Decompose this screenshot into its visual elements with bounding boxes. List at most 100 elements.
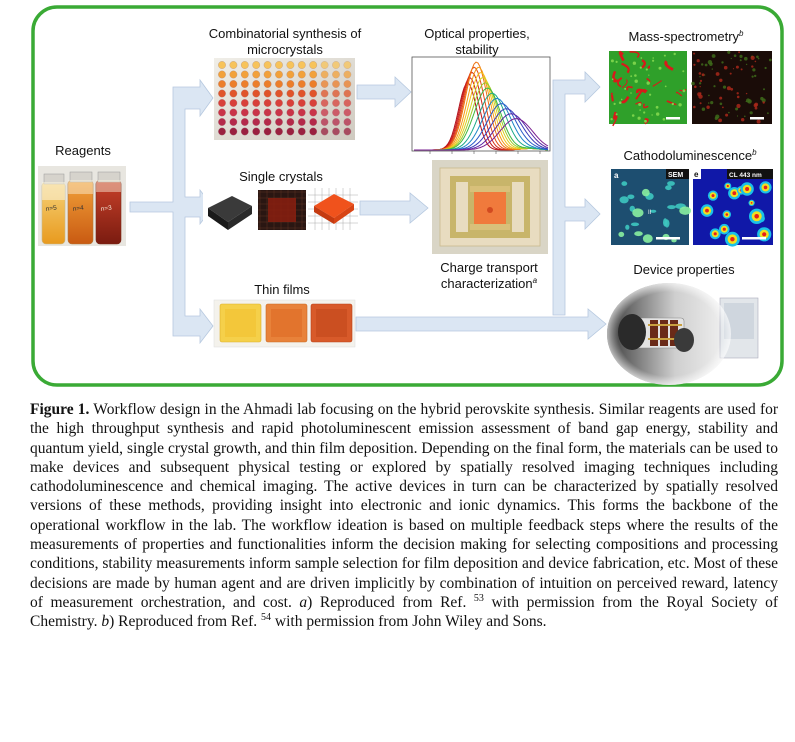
caption-ref-54[interactable]: 54 [261, 612, 272, 624]
plate-well [343, 118, 352, 126]
cl-tag-e: e [694, 170, 699, 179]
plate-well [229, 127, 238, 136]
plate-well [240, 70, 249, 79]
plate-well [297, 99, 306, 107]
plate-well [218, 108, 226, 117]
plate-well [229, 108, 238, 117]
plate-well [252, 70, 261, 79]
plate-well [320, 127, 329, 136]
figure-caption: Figure 1. Workflow design in the Ahmadi … [30, 400, 778, 632]
plate-well [332, 127, 340, 136]
plate-well [297, 108, 306, 117]
plate-well [343, 89, 352, 98]
plate-well [343, 70, 352, 79]
plate-well [252, 118, 261, 126]
plate-well [229, 61, 238, 69]
caption-ref-a-letter: a [299, 593, 308, 611]
well-plate-photo [214, 58, 355, 140]
plate-well [252, 127, 261, 136]
plate-well [286, 118, 295, 126]
plate-well [218, 89, 226, 98]
plate-well [332, 118, 340, 126]
label-thin-films: Thin films [254, 282, 310, 297]
plate-well [229, 80, 238, 88]
plate-well [275, 118, 283, 126]
plate-well [229, 89, 238, 98]
plate-well [297, 127, 306, 136]
plate-well [275, 80, 283, 88]
plate-well [332, 108, 340, 117]
arrow-spectrum-to-right [552, 71, 601, 316]
plate-well [263, 99, 272, 107]
plate-well [286, 61, 295, 69]
plate-well [343, 127, 352, 136]
plate-well [309, 89, 318, 98]
plate-well [343, 108, 352, 117]
label-reagents: Reagents [55, 143, 111, 158]
plate-well [320, 61, 329, 69]
plate-well [263, 61, 272, 69]
label-combinatorial: Combinatorial synthesis of microcrystals [209, 26, 362, 57]
cl-tag-443: CL 443 nm [729, 172, 762, 179]
plate-well [332, 89, 340, 98]
workflow-figure: n=5 n=4 n=3 [31, 5, 784, 387]
plate-well [297, 70, 306, 79]
vial-label-2: n=4 [72, 204, 84, 213]
plate-well [218, 99, 226, 107]
plate-well [218, 80, 226, 88]
plate-well [320, 118, 329, 126]
plate-well [229, 99, 238, 107]
cathodo-ref: b [752, 148, 757, 157]
plate-well [286, 89, 295, 98]
reagent-vials-photo: n=5 n=4 n=3 [38, 166, 126, 246]
label-optical: Optical properties, stability [424, 26, 530, 57]
device-properties-photo [607, 283, 759, 385]
plate-well [332, 61, 340, 69]
pl-spectrum-plot [411, 56, 551, 154]
caption-ref-a-tail: with permission from the Royal Society o… [30, 593, 778, 631]
plate-well [332, 70, 340, 79]
plate-well [297, 118, 306, 126]
plate-well [286, 70, 295, 79]
plate-well [275, 99, 283, 107]
thin-films-photo [213, 299, 356, 348]
plate-well [309, 61, 318, 69]
label-mass-spec: Mass-spectrometryb [629, 29, 745, 44]
charge-transport-ref: a [533, 276, 538, 285]
spectrum-curve [414, 118, 549, 151]
plate-well [332, 80, 340, 88]
mass-spec-ref: b [739, 29, 744, 38]
plate-well [263, 80, 272, 88]
cl-tag-a: a [614, 171, 619, 180]
plate-well [252, 89, 261, 98]
single-crystals-photos [203, 188, 358, 230]
plate-well [218, 118, 226, 126]
plate-well [218, 70, 226, 79]
workflow-arrows [129, 71, 607, 345]
plate-well [252, 108, 261, 117]
plate-well [286, 108, 295, 117]
label-single-crystals: Single crystals [239, 169, 323, 184]
plate-well [252, 99, 261, 107]
caption-body: Workflow design in the Ahmadi lab focusi… [30, 401, 779, 611]
cathodoluminescence-maps: SEM a e CL 443 nm II [611, 169, 773, 247]
plate-well [309, 99, 318, 107]
caption-ref-b-letter: b [101, 613, 110, 631]
caption-ref-53[interactable]: 53 [473, 592, 484, 604]
plate-well [229, 70, 238, 79]
plate-well [240, 80, 249, 88]
vial-label-3: n=3 [100, 204, 112, 213]
plate-well [297, 89, 306, 98]
plate-well [240, 89, 249, 98]
plate-well [263, 127, 272, 136]
plate-well [343, 61, 352, 69]
plate-well [275, 127, 283, 136]
plate-well [309, 118, 318, 126]
plate-well [218, 127, 226, 136]
arrow-plate-to-spectrum [356, 76, 412, 108]
plate-well [240, 127, 249, 136]
mass-spec-maps [609, 50, 772, 127]
plate-well [343, 80, 352, 88]
arrow-films-to-device [355, 308, 607, 340]
plate-well [309, 127, 318, 136]
